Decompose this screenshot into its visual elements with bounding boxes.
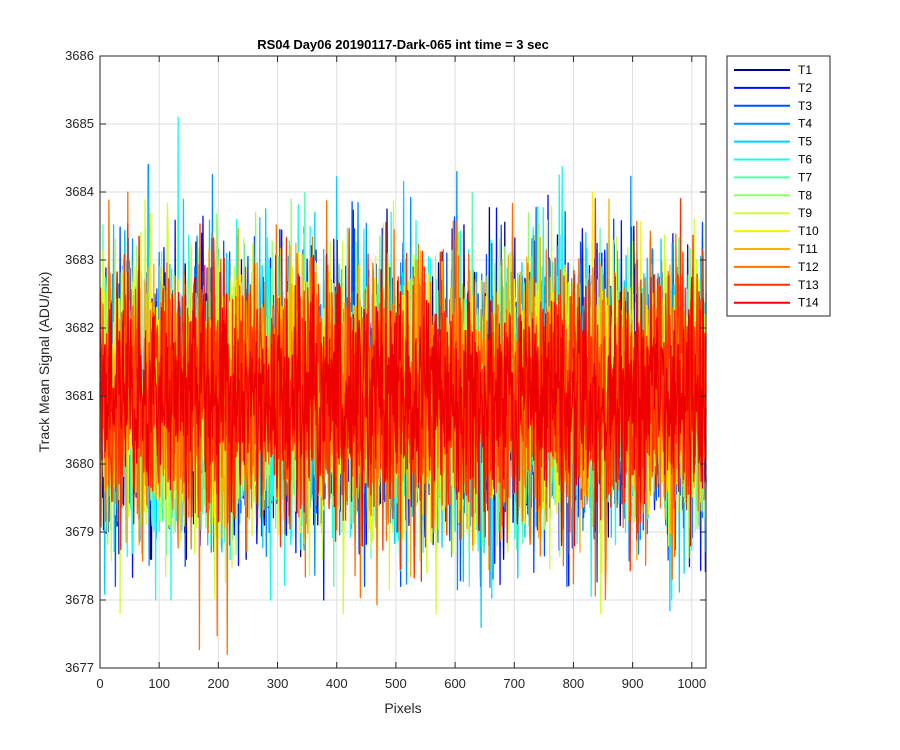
- x-tick-label: 700: [503, 676, 525, 691]
- x-axis-label: Pixels: [384, 700, 421, 716]
- x-tick-label: 200: [208, 676, 230, 691]
- ticks: 0 100 200 300 400 500 600 700 800 900 1000 3677 3678…: [65, 48, 706, 691]
- legend-label-t3: T3: [798, 99, 812, 113]
- legend-label-t9: T9: [798, 206, 812, 220]
- x-tick-label: 400: [326, 676, 348, 691]
- legend-label-t8: T8: [798, 188, 812, 202]
- series-layer: [99, 116, 707, 656]
- legend: T1 T2 T3 T4 T5 T6 T7 T8 T9 T10 T11 T12 T13 T14: [726, 55, 831, 317]
- y-tick-label: 3678: [65, 592, 94, 607]
- y-tick-label: 3686: [65, 48, 94, 63]
- legend-label-t6: T6: [798, 153, 812, 167]
- plot-frame: [99, 55, 707, 669]
- y-tick-label: 3683: [65, 252, 94, 267]
- x-tick-label: 900: [622, 676, 644, 691]
- y-tick-label: 3681: [65, 388, 94, 403]
- x-tick-label: 300: [267, 676, 289, 691]
- legend-label-t2: T2: [798, 81, 812, 95]
- x-tick-label: 800: [563, 676, 585, 691]
- series-line-t14: [99, 235, 707, 547]
- legend-label-t14: T14: [798, 296, 819, 310]
- y-tick-label: 3682: [65, 320, 94, 335]
- x-tick-label: 1000: [677, 676, 706, 691]
- chart-title: RS04 Day06 20190117-Dark-065 int time = …: [257, 37, 549, 52]
- legend-label-t13: T13: [798, 278, 819, 292]
- x-tick-label: 600: [444, 676, 466, 691]
- legend-label-t4: T4: [798, 117, 812, 131]
- x-tick-label: 100: [148, 676, 170, 691]
- legend-label-t1: T1: [798, 63, 812, 77]
- legend-label-t7: T7: [798, 170, 812, 184]
- legend-label-t10: T10: [798, 224, 819, 238]
- x-tick-label: 0: [96, 676, 103, 691]
- y-tick-label: 3685: [65, 116, 94, 131]
- y-tick-label: 3679: [65, 524, 94, 539]
- y-tick-label: 3680: [65, 456, 94, 471]
- legend-label-t5: T5: [798, 135, 812, 149]
- legend-label-t11: T11: [798, 242, 818, 256]
- x-tick-label: 500: [385, 676, 407, 691]
- y-axis-label: Track Mean Signal (ADU/pix): [36, 272, 52, 453]
- y-tick-label: 3684: [65, 184, 94, 199]
- y-tick-label: 3677: [65, 660, 94, 675]
- legend-label-t12: T12: [798, 260, 819, 274]
- legend-box: [726, 55, 831, 317]
